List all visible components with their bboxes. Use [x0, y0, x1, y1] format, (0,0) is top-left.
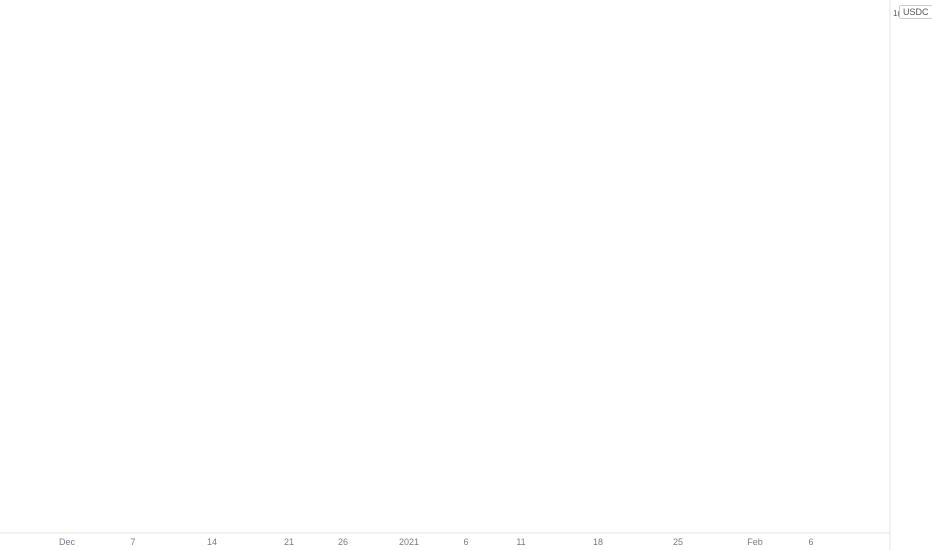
x-tick-label: 25	[673, 537, 683, 547]
x-tick-label: 6	[808, 537, 813, 547]
x-tick-label: 6	[463, 537, 468, 547]
x-tick-label: 11	[516, 537, 525, 547]
x-tick-label: 26	[338, 537, 348, 547]
x-tick-label: 7	[130, 537, 135, 547]
x-tick-label: Dec	[59, 537, 76, 547]
x-tick-label: 14	[207, 537, 217, 547]
x-tick-label: Feb	[747, 537, 763, 547]
x-tick-label: 18	[593, 537, 603, 547]
corner-price-label: 1(	[893, 9, 901, 18]
currency-badge[interactable]: USDC	[899, 5, 932, 19]
x-tick-label: 21	[284, 537, 294, 547]
x-tick-label: 2021	[399, 537, 419, 547]
